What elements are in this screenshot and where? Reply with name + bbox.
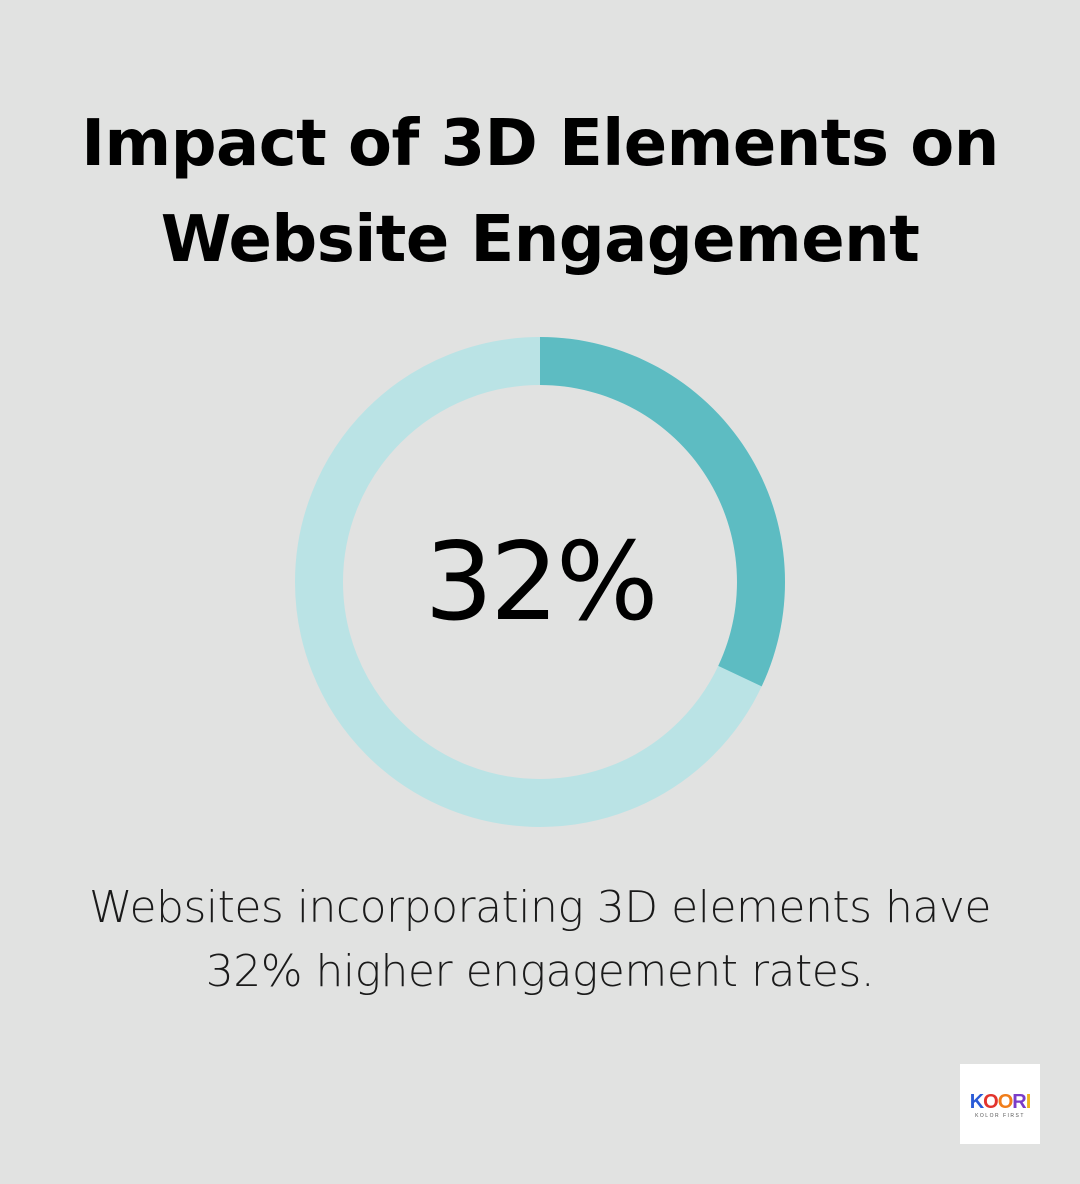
donut-center-value: 32% xyxy=(424,519,658,645)
caption: Websites incorporating 3D elements have … xyxy=(60,876,1020,1004)
chart-title-line-1: Impact of 3D Elements on xyxy=(81,107,999,181)
logo-letter: I xyxy=(1025,1091,1031,1113)
donut-chart: 32% xyxy=(295,337,785,827)
logo-letter: O xyxy=(997,1091,1014,1113)
donut-filled-segment xyxy=(540,337,785,687)
logo-letter: O xyxy=(983,1091,999,1113)
donut-svg xyxy=(295,337,785,827)
brand-logo: KOORI KOLOR FIRST xyxy=(960,1064,1040,1144)
logo-letter: K xyxy=(969,1091,984,1113)
logo-subtitle: KOLOR FIRST xyxy=(975,1113,1025,1119)
logo-letter: R xyxy=(1012,1091,1026,1113)
caption-line-2: 32% higher engagement rates. xyxy=(205,946,875,997)
chart-title: Impact of 3D Elements on Website Engagem… xyxy=(40,96,1040,288)
caption-line-1: Websites incorporating 3D elements have xyxy=(89,882,991,933)
chart-title-line-2: Website Engagement xyxy=(160,203,920,277)
logo-wordmark: KOORI xyxy=(960,1092,1040,1112)
